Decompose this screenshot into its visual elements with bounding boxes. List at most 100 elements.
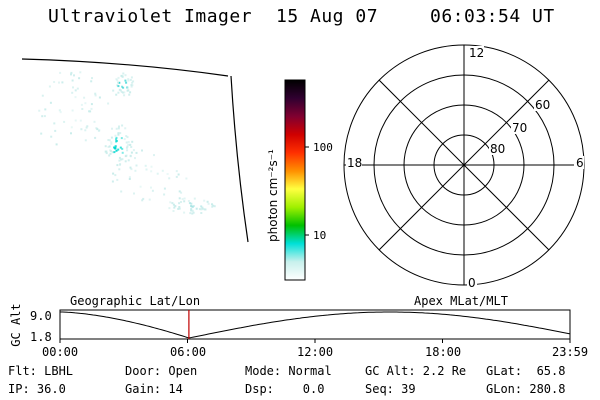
- aurora-pixel: [107, 102, 110, 105]
- aurora-pixel: [116, 84, 119, 87]
- aurora-pixel: [130, 168, 133, 171]
- aurora-pixel: [178, 190, 181, 193]
- aurora-pixel: [117, 91, 120, 94]
- aurora-pixel: [91, 77, 93, 80]
- aurora-pixel: [114, 147, 117, 150]
- orbit-timeline: [59, 309, 571, 343]
- aurora-pixel: [70, 71, 73, 74]
- aurora-pixel: [80, 128, 83, 131]
- aurora-pixel: [127, 159, 130, 162]
- aurora-pixel: [117, 132, 120, 135]
- aurora-pixel: [94, 136, 97, 139]
- aurora-pixel: [129, 143, 132, 146]
- aurora-pixel: [153, 154, 155, 157]
- aurora-pixel: [121, 75, 124, 78]
- aurora-pixel: [129, 166, 132, 169]
- aurora-pixel: [118, 88, 121, 91]
- polar-diagonal-2: [378, 79, 550, 251]
- aurora-pixel: [118, 168, 121, 171]
- aurora-pixel: [119, 146, 122, 149]
- aurora-pixel: [122, 72, 125, 75]
- aurora-pixel: [201, 206, 204, 209]
- aurora-pixel: [85, 126, 88, 129]
- aurora-pixel: [109, 152, 112, 155]
- image-top-edge: [21, 58, 229, 77]
- aurora-pixel: [163, 193, 166, 196]
- time-label: 06:03:54 UT: [430, 6, 555, 27]
- aurora-pixel: [124, 79, 127, 82]
- aurora-pixel: [104, 145, 107, 148]
- aurora-pixel: [148, 198, 151, 201]
- aurora-pixel: [156, 172, 159, 175]
- gc-alt-readout: GC Alt: 2.2 Re: [365, 364, 467, 378]
- door-readout: Door: Open: [125, 364, 198, 378]
- aurora-pixel: [178, 197, 181, 200]
- aurora-pixel: [115, 140, 118, 143]
- aurora-pixel: [121, 147, 124, 150]
- aurora-pixel: [142, 197, 145, 200]
- aurora-pixel: [212, 204, 215, 207]
- aurora-pixel: [126, 86, 129, 89]
- aurora-pixel: [134, 169, 137, 172]
- aurora-pixel: [131, 84, 134, 87]
- aurora-pixel: [98, 96, 101, 99]
- aurora-pixel: [115, 93, 118, 96]
- aurora-pixel: [125, 146, 128, 149]
- aurora-pixel: [151, 189, 154, 192]
- mlt-label-0: 0: [468, 276, 476, 290]
- x-tick-0600: 06:00: [170, 345, 207, 359]
- aurora-pixel: [126, 136, 129, 139]
- aurora-pixel: [115, 127, 118, 130]
- aurora-pixel: [115, 78, 118, 81]
- polar-labels: 12 18 6 0 60 70 80: [346, 46, 584, 290]
- glat-readout: GLat: 65.8: [486, 364, 566, 378]
- aurora-pixel: [121, 124, 124, 127]
- aurora-pixel: [50, 135, 53, 138]
- aurora-pixel: [181, 198, 184, 201]
- aurora-pixel: [118, 159, 121, 162]
- seq-readout: Seq: 39: [365, 382, 416, 396]
- aurora-pixel: [200, 205, 203, 208]
- aurora-pixel: [94, 92, 97, 95]
- aurora-pixel: [117, 76, 120, 79]
- aurora-pixel: [90, 103, 93, 106]
- aurora-pixel: [150, 170, 153, 173]
- aurora-pixel: [189, 212, 192, 215]
- aurora-pixel: [168, 177, 171, 180]
- aurora-pixel: [172, 210, 175, 212]
- mlt-label-18: 18: [347, 156, 362, 170]
- altitude-curve: [60, 311, 571, 339]
- aurora-pixel: [41, 94, 44, 97]
- aurora-pixel: [200, 212, 203, 214]
- aurora-pixel: [116, 164, 119, 167]
- aurora-pixel: [127, 78, 130, 80]
- aurora-pixel: [48, 85, 51, 88]
- aurora-pixel: [130, 76, 133, 79]
- aurora-pixel: [132, 149, 135, 152]
- aurora-pixel: [104, 150, 107, 153]
- aurora-pixel: [74, 119, 77, 122]
- aurora-pixel: [168, 207, 171, 210]
- aurora-emission: [38, 71, 216, 215]
- mode-readout: Mode: Normal: [245, 364, 332, 378]
- aurora-pixel: [124, 127, 127, 130]
- aurora-pixel: [117, 81, 119, 84]
- aurora-pixel: [120, 137, 123, 140]
- aurora-pixel: [115, 138, 117, 141]
- aurora-pixel: [191, 205, 194, 208]
- aurora-pixel: [190, 205, 192, 207]
- aurora-pixel: [74, 89, 77, 92]
- aurora-pixel: [161, 169, 164, 172]
- aurora-pixel: [112, 172, 115, 175]
- aurora-pixel: [80, 103, 83, 106]
- aurora-pixel: [94, 94, 97, 97]
- aurora-pixel: [133, 192, 135, 195]
- ip-readout: IP: 36.0: [8, 382, 66, 396]
- aurora-pixel: [84, 102, 87, 105]
- aurora-pixel: [191, 209, 194, 212]
- aurora-pixel: [130, 146, 133, 148]
- aurora-pixel: [207, 202, 210, 205]
- aurora-pixel: [141, 149, 143, 152]
- aurora-pixel: [166, 173, 169, 175]
